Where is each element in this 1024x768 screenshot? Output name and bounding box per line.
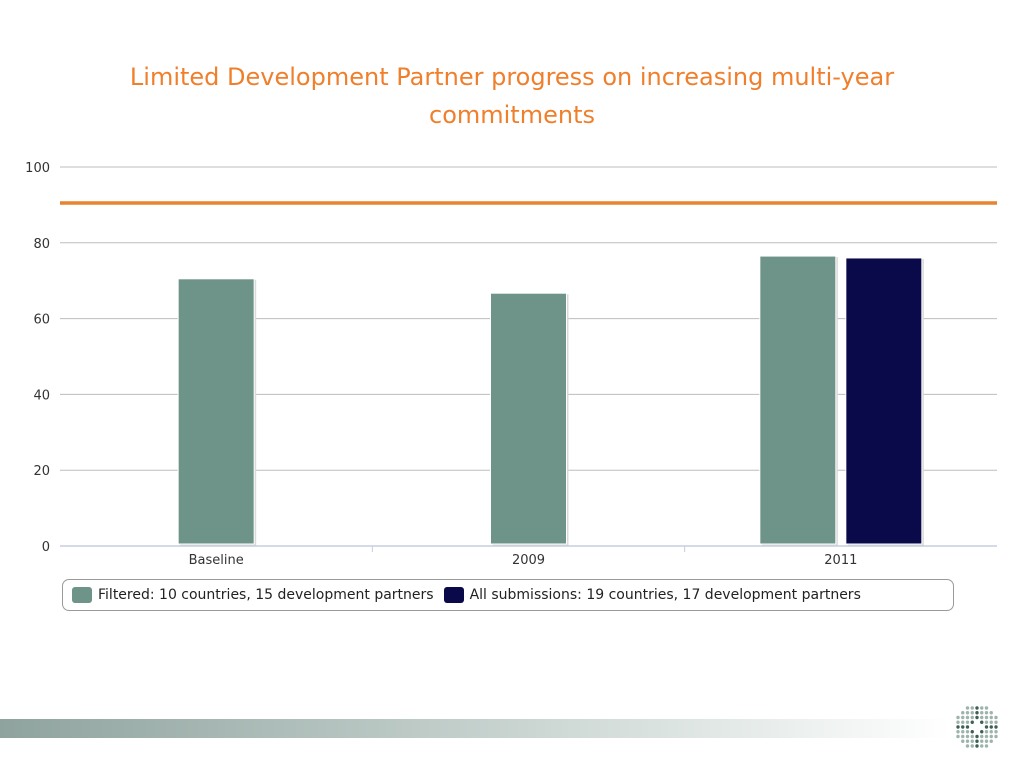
legend-item-filtered[interactable]: Filtered: 10 countries, 15 development p…	[72, 587, 434, 603]
bar-2011-series-1	[845, 257, 923, 545]
logo-dot	[984, 739, 989, 743]
logo-dot	[975, 734, 979, 739]
logo-dot	[980, 730, 984, 734]
logo-dot	[961, 725, 965, 729]
logo-dot	[965, 725, 970, 729]
logo-dot	[956, 720, 960, 724]
bar-baseline-series-0	[177, 278, 255, 545]
logo-dot	[984, 715, 989, 720]
logo-dot	[961, 711, 965, 715]
logo-dot	[961, 720, 965, 724]
x-tick-label-baseline: Baseline	[189, 553, 244, 568]
logo-dot	[975, 744, 979, 748]
logo-dot	[980, 706, 984, 710]
logo-dot	[980, 734, 984, 739]
legend-swatch-all-submissions	[443, 587, 464, 603]
legend-item-all-submissions[interactable]: All submissions: 19 countries, 17 develo…	[443, 587, 861, 603]
slide-title: Limited Development Partner progress on …	[129, 63, 895, 129]
bar-chart: 0 20 40 60 80 100 Baseline 2009 2011	[25, 161, 997, 568]
logo-dot	[965, 739, 970, 743]
logo-dot	[989, 720, 993, 724]
logo-dot	[994, 725, 998, 729]
logo-dot	[975, 739, 979, 743]
y-tick-label-20: 20	[33, 464, 50, 479]
logo-dot	[970, 739, 974, 743]
logo-dot	[989, 711, 993, 715]
logo-dot	[961, 730, 965, 734]
logo-dot	[989, 730, 993, 734]
logo-dot	[975, 711, 979, 715]
logo-dot	[984, 720, 989, 724]
logo-dot	[956, 734, 960, 739]
y-tick-label-80: 80	[33, 237, 50, 252]
logo-dot	[970, 734, 974, 739]
logo-dot	[984, 725, 989, 729]
logo-dot	[956, 715, 960, 720]
logo-dot	[984, 711, 989, 715]
x-tick-label-2011: 2011	[824, 553, 857, 568]
logo-dot	[984, 730, 989, 734]
dotted-cross-logo-icon	[956, 706, 998, 748]
y-tick-label-40: 40	[33, 388, 50, 403]
logo-dot	[965, 730, 970, 734]
logo-dot	[980, 744, 984, 748]
logo-dot	[984, 706, 989, 710]
logo-dot	[970, 715, 974, 720]
logo-dot	[956, 730, 960, 734]
bar-2009-series-0	[490, 292, 567, 545]
logo-dot	[994, 720, 998, 724]
legend-label-filtered: Filtered: 10 countries, 15 development p…	[98, 587, 434, 603]
x-axis: Baseline 2009 2011	[60, 545, 997, 568]
logo-dot	[970, 711, 974, 715]
bar-2011-series-0	[759, 255, 837, 545]
logo-dot	[961, 739, 965, 743]
logo-dot	[965, 734, 970, 739]
logo-dot	[961, 715, 965, 720]
y-axis-ticks: 0 20 40 60 80 100	[25, 161, 50, 555]
y-tick-label-60: 60	[33, 313, 50, 328]
logo-dot	[984, 734, 989, 739]
logo-dot	[989, 739, 993, 743]
logo-dot	[980, 720, 984, 724]
footer-gradient-bar	[0, 719, 950, 738]
y-tick-label-0: 0	[42, 540, 50, 555]
logo-dot	[965, 711, 970, 715]
y-tick-label-100: 100	[25, 161, 50, 176]
bars	[177, 255, 924, 546]
chart-legend: Filtered: 10 countries, 15 development p…	[62, 579, 954, 611]
logo-dot	[965, 715, 970, 720]
legend-swatch-filtered	[72, 587, 92, 603]
logo-dot	[984, 744, 989, 748]
legend-label-all-submissions: All submissions: 19 countries, 17 develo…	[469, 587, 861, 603]
logo-dot	[989, 715, 993, 720]
logo-dot	[994, 730, 998, 734]
logo-dot	[994, 715, 998, 720]
logo-dot	[989, 734, 993, 739]
logo-dot	[965, 744, 970, 748]
logo-dot	[970, 720, 974, 724]
x-tick-label-2009: 2009	[512, 553, 545, 568]
logo-dot	[970, 744, 974, 748]
logo-dot	[980, 715, 984, 720]
logo-dot	[970, 706, 974, 710]
logo-dot	[956, 725, 960, 729]
logo-dot	[970, 730, 974, 734]
logo-dot	[975, 706, 979, 710]
logo-dot	[965, 706, 970, 710]
logo-dot	[961, 734, 965, 739]
logo-dot	[980, 711, 984, 715]
logo-dot	[975, 715, 979, 720]
logo-dot	[980, 739, 984, 743]
logo-dot	[965, 720, 970, 724]
logo-dot	[994, 734, 998, 739]
logo-dot	[989, 725, 993, 729]
